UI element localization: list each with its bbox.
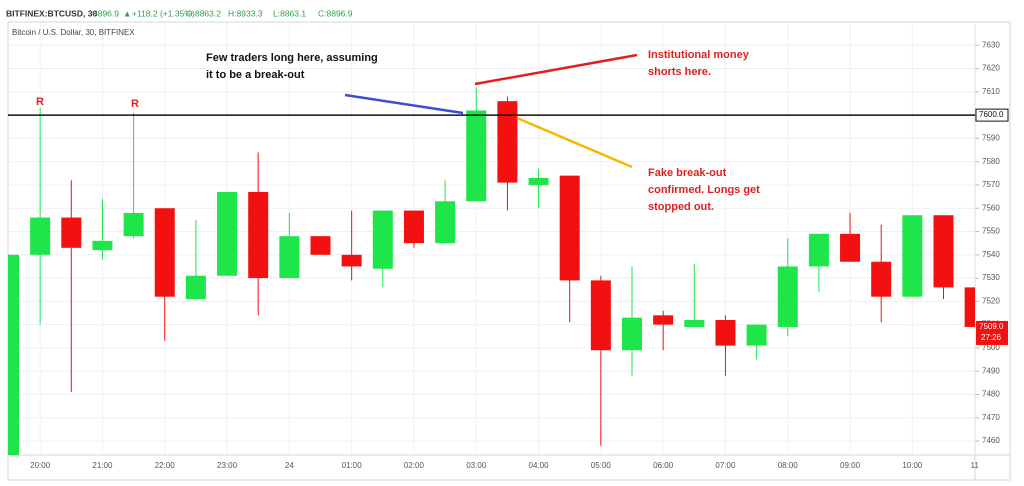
y-tick-label: 7490 <box>982 366 1000 375</box>
candle-body <box>622 317 642 351</box>
candle-body <box>8 254 19 455</box>
y-tick-label: 7610 <box>982 87 1000 96</box>
subtitle: Bitcoin / U.S. Dollar, 30, BITFINEX <box>12 28 135 37</box>
y-tick-label: 7580 <box>982 157 1000 166</box>
y-tick-label: 7460 <box>982 436 1000 445</box>
r-mark: R <box>131 98 139 110</box>
candle-body <box>154 208 175 297</box>
x-tick-label: 23:00 <box>217 461 238 470</box>
candle-body <box>341 254 362 267</box>
y-tick-label: 7630 <box>982 40 1000 49</box>
y-tick-label: 7570 <box>982 180 1000 189</box>
candle-body <box>528 177 549 185</box>
y-tick-label: 7470 <box>982 413 1000 422</box>
candle-body <box>123 212 144 237</box>
candle-body <box>310 236 331 255</box>
note: stopped out. <box>648 201 714 213</box>
x-tick-label: 05:00 <box>591 461 612 470</box>
candle-body <box>746 324 767 346</box>
pointer <box>516 116 633 169</box>
candle-body <box>435 201 456 244</box>
candle-body <box>590 280 611 351</box>
price: 8896.9 <box>93 8 119 18</box>
y-tick-label: 7520 <box>982 296 1000 305</box>
last-price-label: 7509.0 <box>979 322 1004 331</box>
note: Few traders long here, assuming <box>206 52 378 64</box>
x-tick-label: 03:00 <box>466 461 487 470</box>
x-tick-label: 22:00 <box>155 461 176 470</box>
candle-body <box>964 287 975 327</box>
pointer <box>474 53 638 86</box>
note: confirmed. Longs get <box>648 184 760 196</box>
candle-body <box>466 110 487 202</box>
candles <box>8 87 975 455</box>
candle-body <box>497 101 518 183</box>
grid <box>8 22 976 455</box>
candle-body <box>279 236 300 279</box>
close: C:8896.9 <box>318 8 353 18</box>
x-tick-label: 09:00 <box>840 461 861 470</box>
candle-body <box>933 215 954 288</box>
y-tick-label: 7590 <box>982 134 1000 143</box>
header: BITFINEX:BTCUSD, 30 8896.9 ▲ +118.2 (+1.… <box>6 8 353 18</box>
axes: 7460747074807490750075107520753075407550… <box>30 40 1000 470</box>
y-tick-label: 7560 <box>982 203 1000 212</box>
candle-body <box>653 315 674 325</box>
candle-body <box>403 210 424 244</box>
candle-body <box>777 266 798 327</box>
note: it to be a break-out <box>206 69 305 81</box>
y-tick-label: 7480 <box>982 390 1000 399</box>
low: L:8863.1 <box>273 8 306 18</box>
annotations: R R Few traders long here, assuming it t… <box>36 49 760 213</box>
candle-body <box>30 217 51 255</box>
high: H:8933.3 <box>228 8 263 18</box>
y-tick-label: 7540 <box>982 250 1000 259</box>
x-tick-label: 07:00 <box>715 461 736 470</box>
price-tag-label: 7600.0 <box>979 110 1004 119</box>
y-tick-label: 7550 <box>982 227 1000 236</box>
candle-body <box>61 217 82 248</box>
x-tick-label: 21:00 <box>92 461 113 470</box>
note: Fake break-out <box>648 167 727 179</box>
x-tick-label: 10:00 <box>902 461 923 470</box>
pointer <box>344 93 464 115</box>
countdown: 27:26 <box>981 333 1002 342</box>
candle-body <box>715 319 736 346</box>
arrow: ▲ <box>123 8 131 18</box>
candle-body <box>902 215 923 297</box>
candle-body <box>684 319 705 327</box>
frame <box>7 21 1011 481</box>
open: O:8863.2 <box>186 8 221 18</box>
x-tick-label: 24 <box>285 461 294 470</box>
candle-body <box>248 191 269 279</box>
r-mark: R <box>36 96 44 108</box>
x-tick-label: 20:00 <box>30 461 51 470</box>
change: +118.2 (+1.35%) <box>132 8 195 18</box>
note: shorts here. <box>648 66 711 78</box>
x-tick-label: 08:00 <box>778 461 799 470</box>
price-tag <box>975 108 1009 122</box>
x-tick-label: 02:00 <box>404 461 425 470</box>
symbol: BITFINEX:BTCUSD, 30 <box>6 8 97 18</box>
y-tick-label: 7530 <box>982 273 1000 282</box>
candle-body <box>217 191 238 276</box>
x-tick-label: 01:00 <box>342 461 363 470</box>
candle-body <box>372 210 393 269</box>
x-tick-label: 11 <box>970 461 979 470</box>
x-tick-label: 04:00 <box>529 461 550 470</box>
y-tick-label: 7500 <box>982 343 1000 352</box>
candle-body <box>185 275 206 300</box>
candle-body <box>871 261 892 297</box>
x-tick-label: 06:00 <box>653 461 674 470</box>
candle-body <box>92 240 113 251</box>
candle-body <box>840 233 861 262</box>
y-tick-label: 7620 <box>982 64 1000 73</box>
candle-body <box>808 233 829 267</box>
last-price-tag <box>976 320 1008 345</box>
candle-body <box>559 175 580 281</box>
note: Institutional money <box>648 49 750 61</box>
